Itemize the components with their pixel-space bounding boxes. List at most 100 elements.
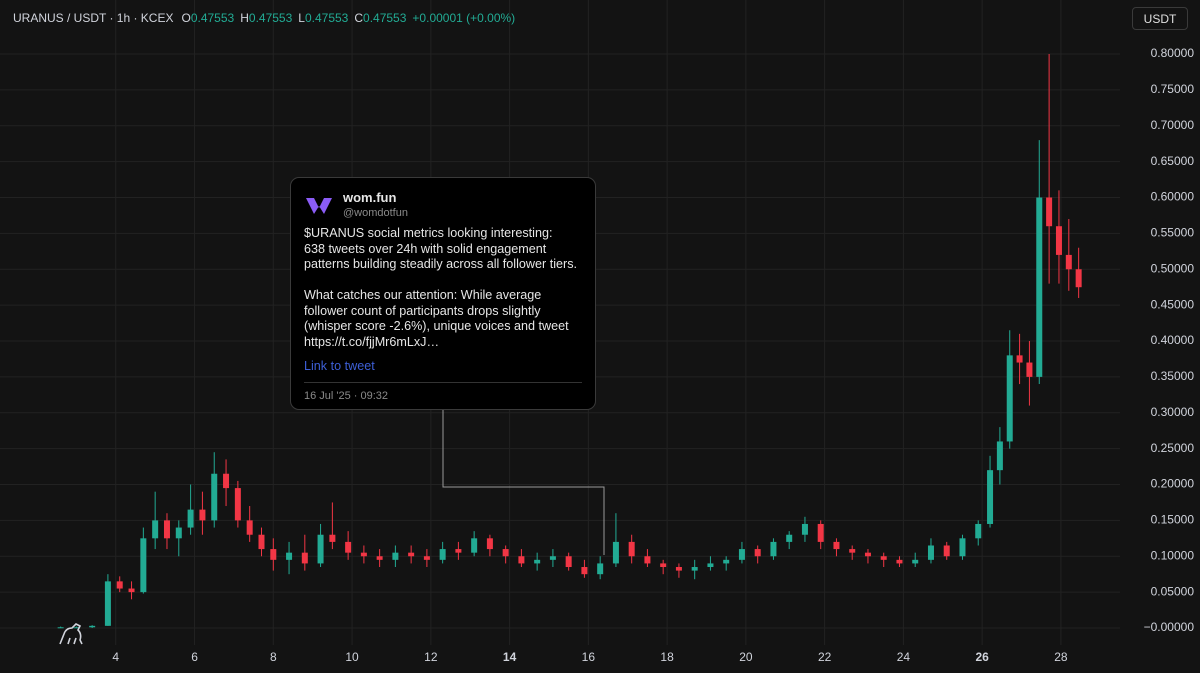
- y-tick-label: 0.70000: [1151, 118, 1195, 132]
- candle-body: [1046, 197, 1053, 227]
- ohlc-label: L: [298, 11, 305, 25]
- y-tick-label: 0.35000: [1151, 369, 1195, 383]
- candle-body: [1055, 226, 1062, 255]
- candle-body: [234, 488, 241, 521]
- candle-body: [317, 534, 324, 564]
- x-tick-label: 10: [345, 650, 359, 664]
- tweet-handle: @womdotfun: [343, 207, 408, 219]
- candle-body: [423, 556, 430, 560]
- x-tick-label: 14: [503, 650, 517, 664]
- candle-body: [360, 552, 367, 557]
- candle-body: [565, 556, 572, 568]
- ohlc: O0.47553 H0.47553 L0.47553 C0.47553: [181, 11, 412, 25]
- y-tick-label: 0.25000: [1151, 441, 1195, 455]
- candle-body: [975, 523, 982, 539]
- ohlc-label: O: [181, 11, 191, 25]
- candle-body: [439, 549, 446, 560]
- paragraph: What catches our attention: While averag…: [304, 288, 589, 350]
- y-tick-label: 0.15000: [1151, 513, 1195, 527]
- candle-body: [675, 567, 682, 571]
- x-tick-label: 24: [897, 650, 911, 664]
- candle-body: [329, 534, 336, 542]
- candle-body: [518, 556, 525, 564]
- candle-body: [943, 545, 950, 557]
- candle-body: [408, 552, 415, 557]
- tweet-card: wom.fun @womdotfun $URANUS social metric…: [290, 177, 596, 410]
- candle-body: [660, 563, 667, 568]
- candle-body: [691, 567, 698, 571]
- currency-button[interactable]: USDT: [1132, 7, 1188, 30]
- text-line: 638 tweets over 24h with solid engagemen…: [304, 241, 547, 256]
- text-line: follower count of participants drops sli…: [304, 303, 541, 318]
- avatar: [306, 198, 332, 214]
- candle-body: [57, 627, 64, 629]
- ohlc-label: H: [240, 11, 249, 25]
- candle-body: [392, 552, 399, 560]
- candle-body: [175, 527, 182, 539]
- candle-body: [471, 538, 478, 553]
- candle-body: [896, 559, 903, 564]
- y-tick-label: 0.75000: [1151, 82, 1195, 96]
- y-tick-label: 0.55000: [1151, 226, 1195, 240]
- candle-body: [996, 441, 1003, 471]
- candle-body: [707, 563, 714, 568]
- candle-body: [1026, 362, 1033, 377]
- candle-body: [89, 625, 96, 628]
- candle-body: [549, 556, 556, 560]
- candle-body: [644, 556, 651, 564]
- tweet-body: $URANUS social metrics looking interesti…: [304, 226, 589, 366]
- candle-body: [1065, 254, 1072, 270]
- candle-body: [880, 556, 887, 560]
- candle-body: [486, 538, 493, 550]
- candle-body: [1006, 355, 1013, 442]
- x-tick-label: 12: [424, 650, 438, 664]
- divider: [304, 382, 582, 383]
- candle-body: [927, 545, 934, 560]
- candle-body: [163, 520, 170, 539]
- y-tick-label: 0.20000: [1151, 477, 1195, 491]
- candle-body: [116, 581, 123, 589]
- candle-body: [376, 556, 383, 560]
- text-line: What catches our attention: While averag…: [304, 288, 542, 302]
- candle-body: [597, 563, 604, 575]
- ohlc-value: 0.47553: [190, 11, 235, 25]
- y-tick-label: 0.40000: [1151, 333, 1195, 347]
- candle-body: [833, 541, 840, 550]
- text-line: $URANUS social metrics looking interesti…: [304, 226, 553, 240]
- symbol: URANUS / USDT · 1h · KCEX: [13, 11, 174, 25]
- y-tick-label: 0.05000: [1151, 584, 1195, 598]
- candle-body: [754, 549, 761, 557]
- candle-body: [286, 552, 293, 560]
- candle-body: [199, 509, 206, 521]
- y-tick-label: 0.80000: [1151, 46, 1195, 60]
- candle-body: [786, 534, 793, 542]
- ohlc-value: 0.47553: [363, 11, 407, 25]
- x-tick-label: 16: [582, 650, 596, 664]
- x-tick-label: 6: [191, 650, 198, 664]
- candle-body: [770, 541, 777, 557]
- candle-body: [211, 473, 218, 521]
- candle-body: [959, 538, 966, 557]
- y-tick-label: 0.10000: [1151, 548, 1195, 562]
- candle-body: [912, 559, 919, 564]
- candle-body: [612, 541, 619, 564]
- candle-body: [987, 470, 994, 524]
- x-tick-label: 8: [270, 650, 277, 664]
- candle-body: [455, 549, 462, 553]
- candle-body: [270, 549, 277, 560]
- y-tick-label: 0.45000: [1151, 297, 1195, 311]
- ohlc-label: C: [354, 11, 364, 25]
- candle-body: [801, 523, 808, 535]
- candle-body: [223, 473, 230, 489]
- x-tick-label: 20: [739, 650, 753, 664]
- tweet-link[interactable]: Link to tweet: [304, 359, 375, 373]
- candle-body: [817, 523, 824, 542]
- candle-body: [258, 534, 265, 550]
- ohlc-value: 0.47553: [304, 11, 349, 25]
- candle-body: [1016, 355, 1023, 363]
- candle-body: [246, 520, 253, 535]
- candle-body: [849, 549, 856, 553]
- change: +0.00001 (+0.00%): [412, 11, 516, 25]
- y-tick-label: −0.00000: [1144, 620, 1195, 634]
